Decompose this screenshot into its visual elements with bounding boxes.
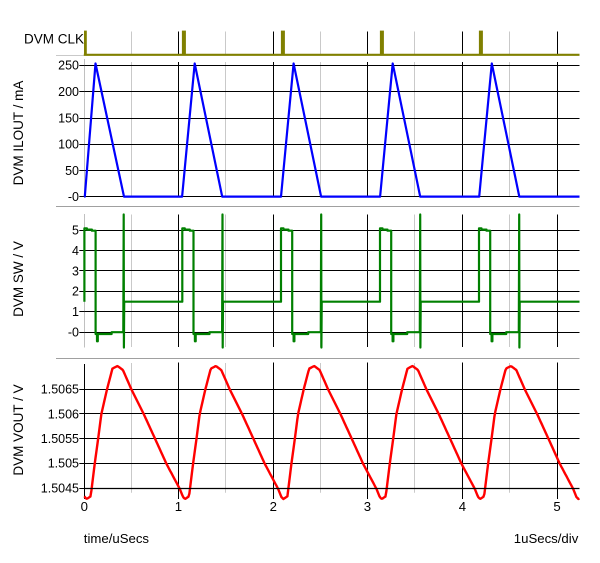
svg-text:5: 5 (553, 499, 560, 514)
svg-text:DVM SW / V: DVM SW / V (11, 241, 26, 317)
svg-text:0: 0 (81, 499, 88, 514)
svg-text:50: 50 (65, 164, 79, 178)
svg-text:250: 250 (58, 59, 79, 73)
svg-text:3: 3 (364, 499, 371, 514)
svg-text:1: 1 (72, 305, 79, 319)
svg-text:DVM CLK: DVM CLK (24, 32, 84, 47)
svg-text:1uSecs/div: 1uSecs/div (514, 531, 579, 546)
svg-text:2: 2 (72, 285, 79, 299)
svg-text:200: 200 (58, 85, 79, 99)
svg-text:5: 5 (72, 224, 79, 238)
svg-text:-0: -0 (68, 190, 79, 204)
svg-text:100: 100 (58, 138, 79, 152)
svg-text:1.505: 1.505 (48, 457, 79, 471)
svg-text:3: 3 (72, 264, 79, 278)
svg-text:DVM ILOUT / mA: DVM ILOUT / mA (11, 81, 26, 186)
svg-text:time/uSecs: time/uSecs (84, 531, 150, 546)
svg-text:1.5065: 1.5065 (41, 383, 79, 397)
svg-text:4: 4 (459, 499, 466, 514)
svg-text:DVM VOUT / V: DVM VOUT / V (11, 384, 26, 475)
svg-text:4: 4 (72, 244, 79, 258)
svg-text:1.5055: 1.5055 (41, 432, 79, 446)
svg-text:1.5045: 1.5045 (41, 481, 79, 495)
svg-text:2: 2 (270, 499, 277, 514)
svg-text:1.506: 1.506 (48, 407, 79, 421)
svg-text:-0: -0 (68, 325, 79, 339)
svg-text:1: 1 (175, 499, 182, 514)
svg-text:150: 150 (58, 111, 79, 125)
